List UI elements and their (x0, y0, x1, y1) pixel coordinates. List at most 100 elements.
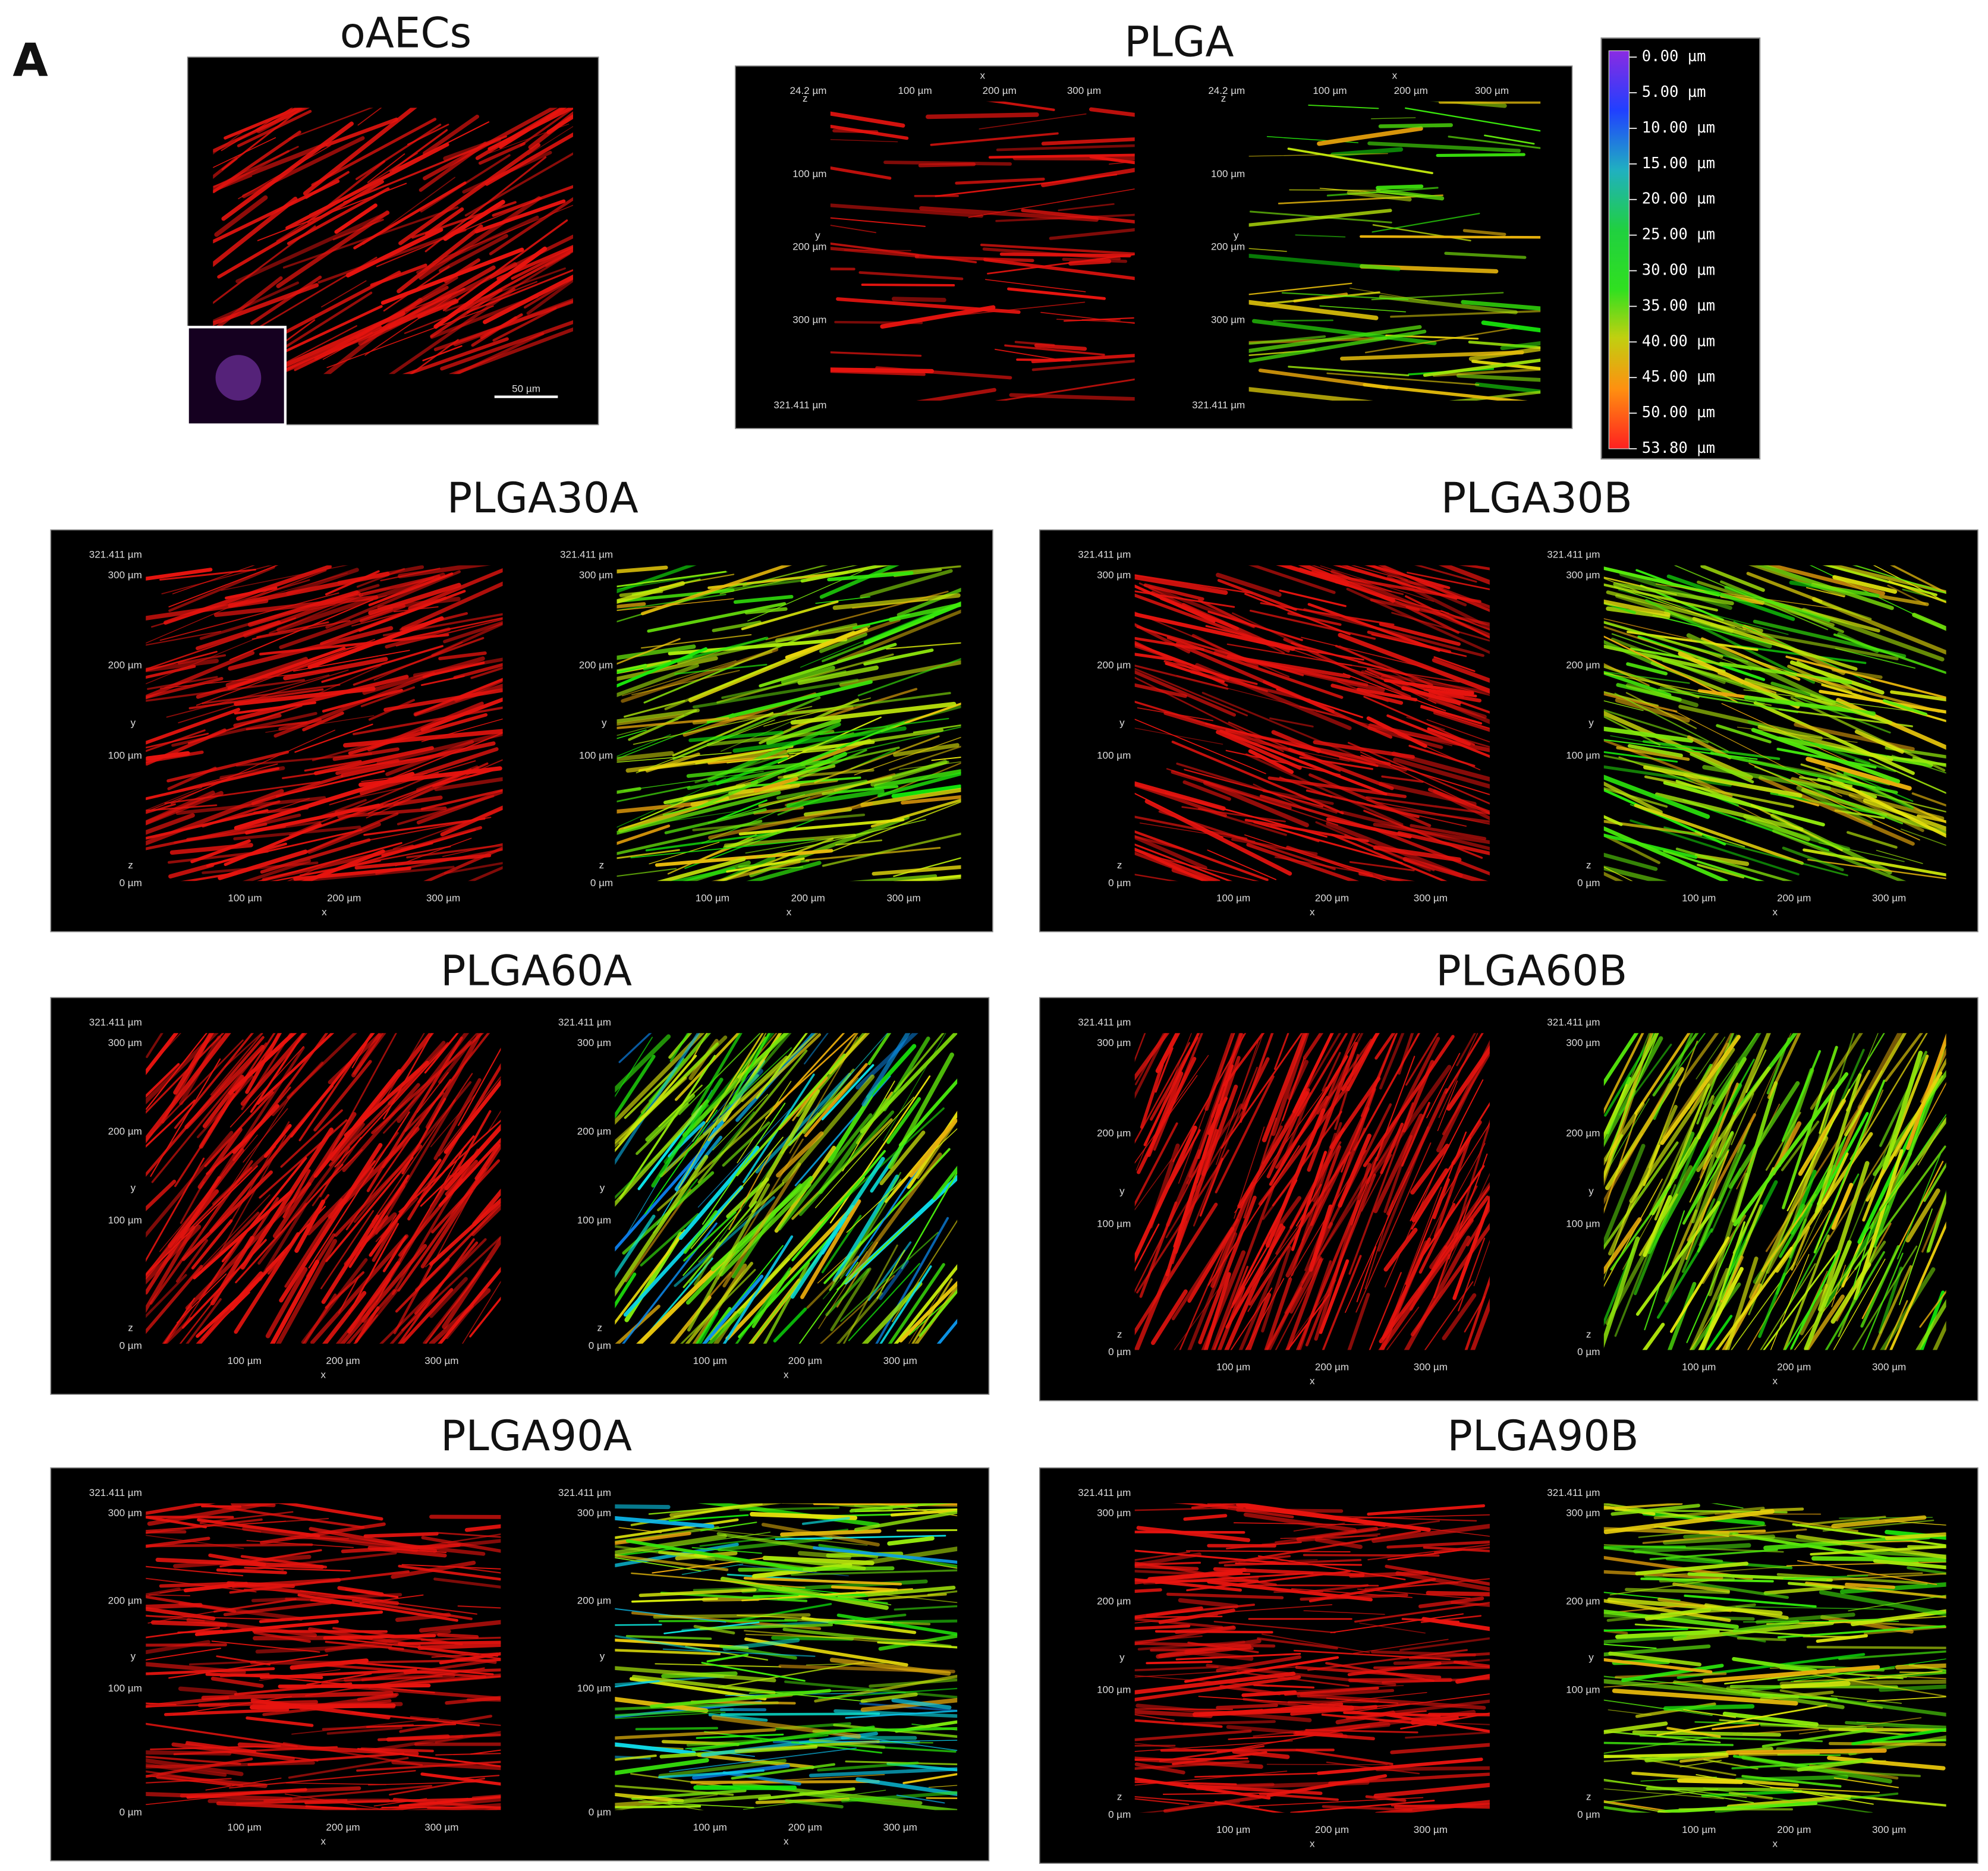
cell-streak (1871, 1265, 1912, 1350)
cell-streak (778, 1113, 873, 1231)
cell-streak (1253, 783, 1311, 812)
cell-streak (615, 1557, 702, 1572)
cell-streak (804, 1063, 868, 1138)
cell-streak (1266, 291, 1380, 305)
cell-streak (1134, 835, 1184, 851)
cell-streak (817, 1761, 919, 1772)
cell-streak (1418, 1202, 1456, 1274)
cell-streak (150, 1058, 221, 1177)
cell-streak (621, 660, 737, 697)
cell-streak (1854, 729, 1904, 754)
cell-streak (398, 1796, 501, 1807)
cell-streak (234, 686, 376, 706)
cell-streak (1134, 575, 1228, 595)
cell-streak (260, 1522, 386, 1545)
cell-streak (1418, 1165, 1485, 1262)
cell-streak (894, 874, 961, 881)
cell-streak (700, 1522, 757, 1532)
cell-streak (395, 1202, 501, 1313)
cell-streak (687, 1183, 770, 1332)
cell-streak (179, 1035, 221, 1105)
cell-streak (616, 644, 696, 660)
cell-streak (405, 1803, 501, 1810)
cell-streak (320, 1210, 375, 1290)
cell-streak (784, 1680, 958, 1699)
cell-streak (1134, 683, 1187, 698)
cell-streak (1155, 1630, 1273, 1634)
cell-streak (1354, 1602, 1490, 1623)
cell-streak (286, 568, 359, 596)
cells (1134, 1503, 1490, 1813)
cell-streak (616, 729, 647, 739)
cell-streak (395, 618, 503, 647)
cell-streak (188, 1661, 256, 1666)
cell-streak (1677, 1778, 1744, 1784)
cell-streak (1253, 1684, 1315, 1689)
cell-streak (1926, 1192, 1946, 1253)
cell-streak (413, 683, 503, 717)
cell-streak (1923, 1162, 1946, 1202)
cell-streak (146, 1667, 275, 1675)
cell-streak (901, 1171, 958, 1270)
cell-streak (1376, 188, 1445, 201)
cell-streak (483, 274, 573, 325)
cell-streak (1193, 1066, 1258, 1227)
cell-streak (741, 600, 839, 631)
cell-streak (1295, 234, 1346, 238)
cell-streak (1795, 1534, 1946, 1560)
cell-streak (221, 108, 302, 171)
cell-streak (1363, 383, 1528, 401)
cell-streak (146, 1176, 221, 1295)
cell-streak (1248, 387, 1374, 401)
cell-streak (786, 789, 885, 808)
cell-streak (433, 1577, 501, 1589)
cell-streak (1217, 1286, 1245, 1350)
cell-streak (896, 1794, 945, 1804)
cell-streak (829, 1241, 862, 1292)
cell-streak (526, 278, 573, 315)
corner-label: 321.411 µm (89, 1487, 142, 1498)
cell-streak (1663, 850, 1765, 881)
cell-streak (402, 337, 509, 374)
cell-streak (167, 766, 217, 790)
cell-streak (1603, 1741, 1734, 1746)
cell-streak (616, 638, 681, 665)
cell-streak (1796, 660, 1863, 693)
cell-streak (398, 1640, 501, 1645)
cell-streak (708, 802, 873, 840)
cell-streak (1134, 792, 1223, 839)
cell-streak (429, 1288, 491, 1344)
colorbar-label: 30.00 µm (1642, 262, 1715, 279)
x-tick-label: 300 µm (1475, 85, 1509, 96)
origin-label: 0 µm (119, 877, 142, 889)
cell-streak (1238, 1257, 1281, 1350)
cell-streak (1331, 834, 1448, 881)
cell-streak (1901, 829, 1946, 846)
cell-streak (1345, 1699, 1490, 1720)
cell-streak (722, 1121, 770, 1167)
cell-streak (1295, 1033, 1360, 1144)
cell-streak (166, 750, 290, 783)
cell-streak (1292, 1033, 1334, 1114)
cell-streak (1433, 656, 1476, 672)
y-tick-label: 300 µm (1211, 314, 1245, 325)
cell-streak (765, 590, 949, 641)
cell-streak (1829, 1228, 1879, 1297)
cell-streak (615, 1755, 657, 1761)
cell-streak (1287, 147, 1433, 174)
cell-streak (146, 1033, 179, 1075)
cell-streak (401, 581, 503, 631)
cell-streak (298, 1033, 373, 1142)
cell-streak (883, 160, 1012, 166)
cell-streak (716, 653, 894, 704)
cell-streak (911, 1278, 953, 1344)
cell-streak (146, 1033, 231, 1144)
cell-streak (784, 1618, 931, 1626)
cell-streak (419, 196, 542, 280)
cell-streak (848, 1262, 920, 1341)
colorbar-label: 35.00 µm (1642, 297, 1715, 314)
cell-streak (1340, 350, 1524, 361)
cell-streak (1890, 565, 1946, 594)
cell-streak (1321, 1713, 1437, 1727)
cell-streak (146, 1757, 253, 1778)
